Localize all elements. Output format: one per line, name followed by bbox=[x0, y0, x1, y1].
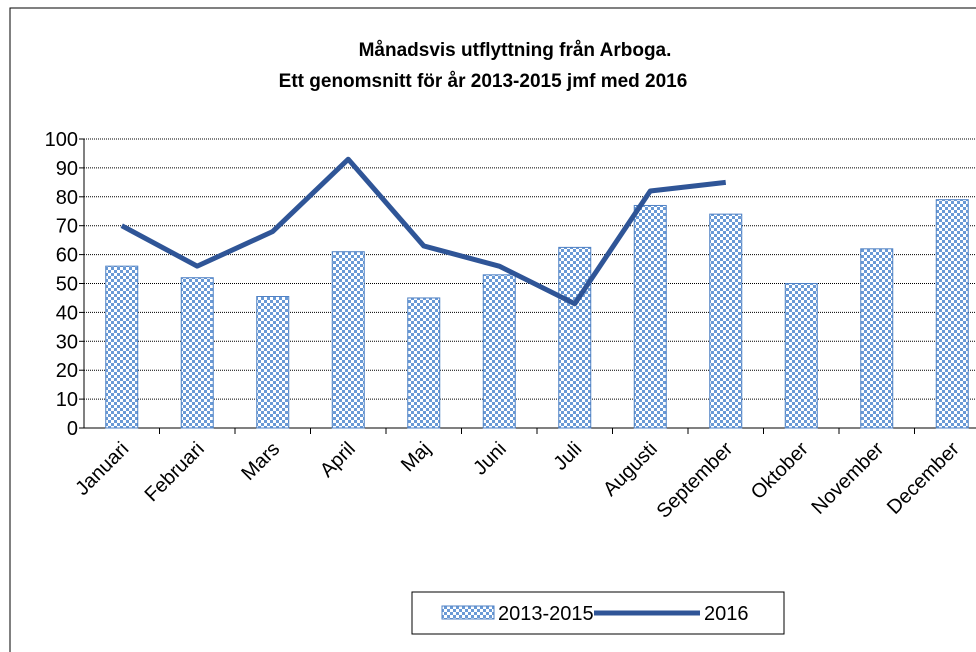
line bbox=[120, 156, 727, 307]
bar bbox=[407, 297, 441, 429]
bar bbox=[784, 283, 818, 429]
bar bbox=[709, 213, 743, 429]
y-tick-label: 60 bbox=[56, 245, 78, 267]
legend-label: 2016 bbox=[704, 603, 749, 625]
y-tick-label: 10 bbox=[56, 389, 78, 411]
bar bbox=[105, 265, 139, 429]
bar bbox=[860, 248, 894, 429]
y-tick-label: 50 bbox=[56, 274, 78, 296]
bar bbox=[558, 246, 592, 429]
chart-title: Månadsvis utflyttning från Arboga. bbox=[359, 40, 672, 61]
chart-title: Ett genomsnitt för år 2013-2015 jmf med … bbox=[279, 71, 688, 92]
bar bbox=[180, 277, 214, 429]
y-tick-label: 30 bbox=[56, 331, 78, 353]
y-tick-label: 70 bbox=[56, 216, 78, 238]
y-tick-label: 80 bbox=[56, 187, 78, 209]
y-tick-label: 0 bbox=[67, 418, 78, 440]
y-tick-label: 20 bbox=[56, 360, 78, 382]
y-tick-label: 100 bbox=[45, 129, 78, 151]
bar bbox=[331, 251, 365, 429]
bar bbox=[482, 274, 516, 429]
bar bbox=[935, 199, 969, 429]
y-tick-label: 90 bbox=[56, 158, 78, 180]
bar bbox=[256, 296, 290, 429]
legend-swatch bbox=[441, 605, 495, 620]
legend-label: 2013-2015 bbox=[498, 603, 594, 625]
bar bbox=[633, 204, 667, 429]
y-tick-label: 40 bbox=[56, 302, 78, 324]
